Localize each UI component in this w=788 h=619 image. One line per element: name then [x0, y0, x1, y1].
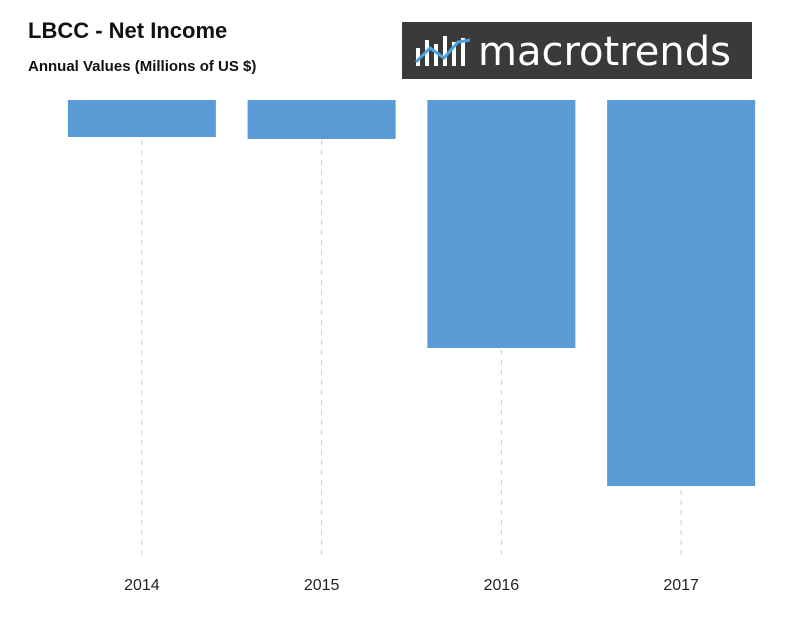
x-tick-label: 2014 [124, 577, 160, 594]
bar [427, 100, 576, 348]
bar [247, 100, 396, 139]
logo: macrotrends [402, 22, 752, 79]
logo-text: macrotrends [478, 29, 731, 75]
logo-line [414, 38, 471, 64]
logo-box [402, 22, 752, 79]
bar [67, 100, 216, 137]
x-tick-label: 2017 [663, 577, 699, 594]
x-tick-label: 2015 [304, 577, 340, 594]
chart-title: LBCC - Net Income [28, 18, 227, 43]
bar [607, 100, 756, 486]
chart-subtitle: Annual Values (Millions of US $) [28, 58, 256, 75]
x-tick-label: 2016 [484, 577, 520, 594]
